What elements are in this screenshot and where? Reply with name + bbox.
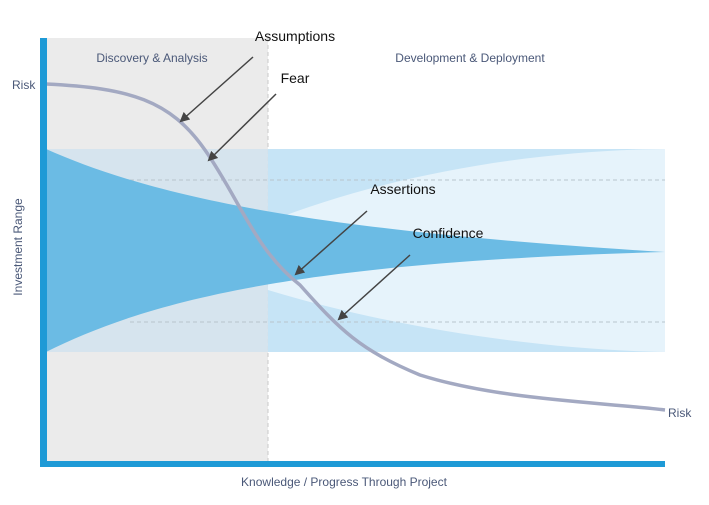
annotation: Fear bbox=[281, 70, 310, 86]
y-axis-label: Investment Range bbox=[11, 198, 25, 296]
phase-label: Development & Deployment bbox=[395, 51, 545, 65]
annotation: Assertions bbox=[370, 181, 435, 197]
phase-label: Discovery & Analysis bbox=[96, 51, 207, 65]
annotation-arrow bbox=[179, 56, 254, 123]
risk-curve bbox=[45, 82, 666, 412]
annotation: Assumptions bbox=[255, 28, 335, 44]
risk-label: Risk bbox=[668, 406, 692, 420]
annotation-arrow bbox=[207, 93, 277, 162]
upper-funnel bbox=[268, 149, 665, 222]
investment-funnel bbox=[46, 149, 665, 352]
lower-funnel bbox=[268, 290, 665, 352]
risk-label: Risk bbox=[12, 78, 36, 92]
x-axis bbox=[40, 461, 665, 467]
annotation-arrow bbox=[294, 210, 368, 276]
y-axis bbox=[40, 38, 47, 467]
annotation: Confidence bbox=[413, 225, 484, 241]
annotation-arrow bbox=[337, 254, 411, 321]
x-axis-label: Knowledge / Progress Through Project bbox=[241, 475, 448, 489]
